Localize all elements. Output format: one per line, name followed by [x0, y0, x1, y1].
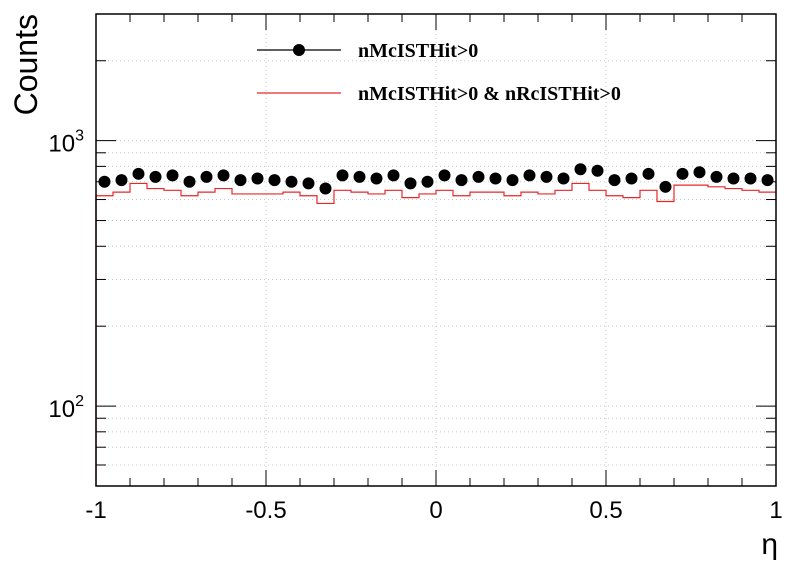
x-tick-label: 1: [769, 497, 782, 524]
data-point: [217, 169, 230, 182]
data-point: [302, 177, 315, 190]
data-point: [659, 180, 672, 193]
series-mc-rc-histogram: [95, 182, 776, 486]
data-point: [166, 169, 179, 182]
data-point: [336, 169, 349, 182]
data-point: [268, 174, 281, 187]
legend-label-mc: nMcISTHit>0: [358, 40, 478, 62]
data-point: [761, 174, 774, 187]
legend-marker-dot: [293, 44, 305, 56]
data-point: [489, 172, 502, 185]
y-tick-label: 102: [48, 393, 84, 423]
data-point: [251, 172, 264, 185]
data-point: [404, 177, 417, 190]
data-point: [608, 174, 621, 187]
data-point: [115, 174, 128, 187]
data-point: [574, 163, 587, 176]
data-point: [710, 170, 723, 183]
x-tick-label: 0.5: [589, 497, 622, 524]
data-point: [438, 169, 451, 182]
data-point: [676, 167, 689, 180]
series-mc-markers: [98, 163, 774, 195]
data-point: [472, 170, 485, 183]
data-point: [557, 172, 570, 185]
data-point: [132, 167, 145, 180]
y-tick-labels: 102 103: [48, 128, 84, 423]
data-point: [591, 164, 604, 177]
x-tick-label: 0: [429, 497, 442, 524]
data-point: [642, 167, 655, 180]
data-point: [744, 172, 757, 185]
data-point: [693, 166, 706, 179]
y-axis-title: Counts: [8, 14, 44, 115]
grid: [95, 13, 777, 487]
data-point: [370, 172, 383, 185]
histogram-line: [95, 182, 776, 486]
data-point: [234, 174, 247, 187]
data-point: [455, 174, 468, 187]
data-point: [625, 172, 638, 185]
data-point: [285, 175, 298, 188]
data-point: [540, 170, 553, 183]
y-tick-label: 103: [48, 128, 84, 158]
data-point: [421, 175, 434, 188]
data-point: [200, 170, 213, 183]
x-tick-label: -1: [85, 497, 106, 524]
data-point: [387, 169, 400, 182]
data-point: [506, 174, 519, 187]
data-point: [523, 169, 536, 182]
x-tick-label: -0.5: [245, 497, 286, 524]
data-point: [727, 172, 740, 185]
legend-label-mc-rc: nMcISTHit>0 & nRcISTHit>0: [358, 83, 621, 105]
data-point: [183, 175, 196, 188]
x-tick-labels: -1 -0.5 0 0.5 1: [85, 497, 782, 524]
axis-ticks: [95, 13, 777, 487]
data-point: [149, 170, 162, 183]
legend: nMcISTHit>0 nMcISTHit>0 & nRcISTHit>0: [257, 40, 621, 105]
data-point: [319, 182, 332, 195]
x-axis-title: η: [761, 528, 778, 561]
data-point: [353, 170, 366, 183]
